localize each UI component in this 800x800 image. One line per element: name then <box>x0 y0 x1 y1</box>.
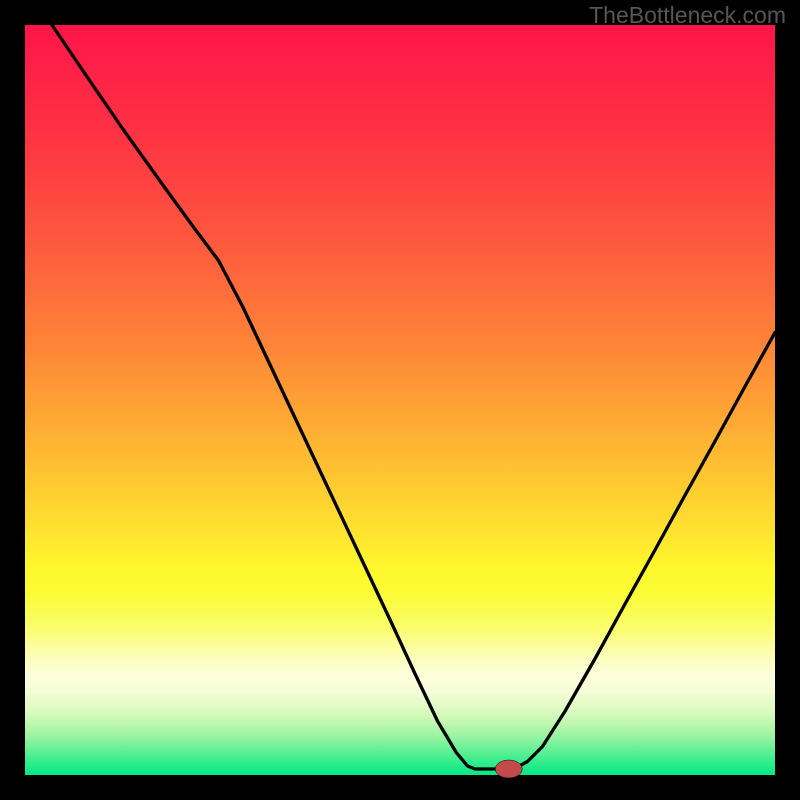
plot-background <box>25 25 775 775</box>
optimal-marker <box>495 760 522 778</box>
chart-frame: TheBottleneck.com <box>0 0 800 800</box>
bottleneck-chart <box>0 0 800 800</box>
attribution-watermark: TheBottleneck.com <box>589 2 786 29</box>
